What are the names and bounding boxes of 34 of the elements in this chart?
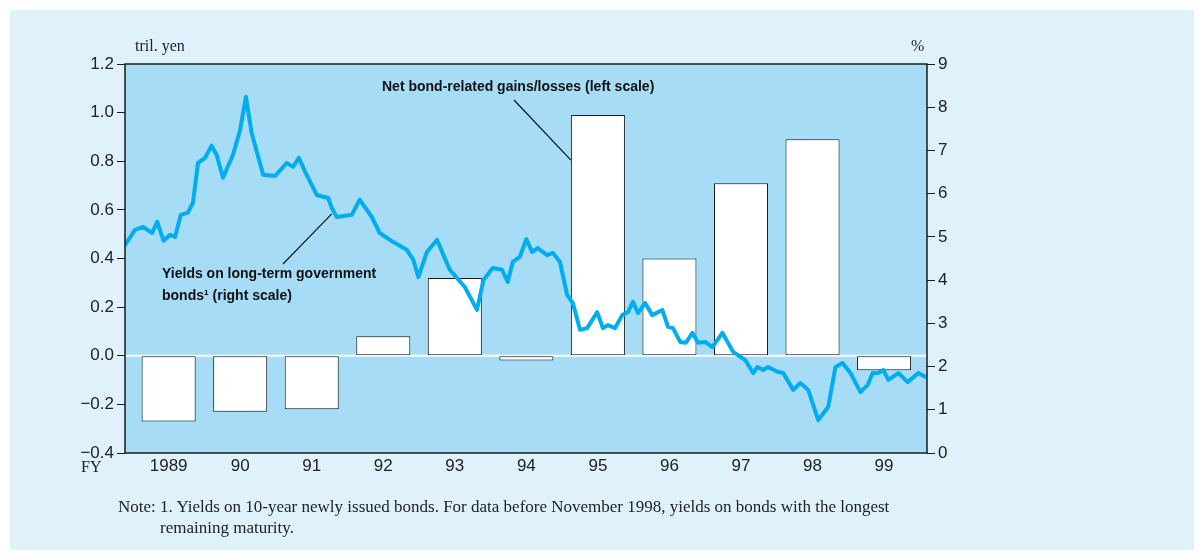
y-tick-label: 0.6 (90, 199, 114, 219)
y2-tick-label: 6 (938, 183, 948, 203)
x-tick-label: 97 (731, 455, 751, 475)
y2-tick-label: 2 (938, 356, 948, 376)
y2-tick-label: 3 (938, 313, 948, 333)
y2-tick-label: 1 (938, 399, 948, 419)
x-tick-label: 98 (803, 455, 822, 475)
x-tick-label: 92 (373, 455, 393, 475)
y-tick-label: 0.2 (90, 296, 114, 316)
x-tick-label: 94 (516, 455, 536, 475)
y-tick-label: 0.8 (90, 150, 114, 170)
text: Net bond-related gains/losses (left scale) (382, 78, 655, 94)
series-label: Yields on long-term government bonds¹ (right scale) (162, 264, 378, 305)
y-tick-label: 0.4 (90, 248, 114, 268)
y2-tick-label: 7 (938, 140, 948, 160)
y-tick-label: 1.0 (90, 102, 114, 122)
y-tick-label: 1.2 (90, 53, 114, 73)
y2-tick-label: 5 (938, 226, 948, 246)
text: Note: 1. Yields on 10-year newly issued bonds. For data before November 1998, yields on bonds with the longest remaining maturity. (118, 496, 891, 538)
x-tick-label: 91 (302, 455, 322, 475)
x-tick-label: 1989 (149, 455, 188, 475)
x-tick-label: 96 (659, 455, 679, 475)
y-tick-label: 0.0 (90, 345, 114, 365)
y2-tick-label: 9 (938, 53, 948, 73)
y2-axis-title: % (911, 37, 925, 55)
x-tick-label: 93 (445, 455, 465, 475)
y2-tick-label: 8 (938, 96, 948, 116)
x-tick-label: 95 (588, 455, 608, 475)
x-tick-label: 99 (874, 455, 894, 475)
y2-tick-label: 4 (938, 269, 948, 289)
y-axis-title: tril. yen (135, 37, 185, 55)
y2-tick-label: 0 (938, 442, 948, 462)
y-tick-label: −0.2 (80, 394, 114, 414)
x-tick-label: 90 (230, 455, 250, 475)
